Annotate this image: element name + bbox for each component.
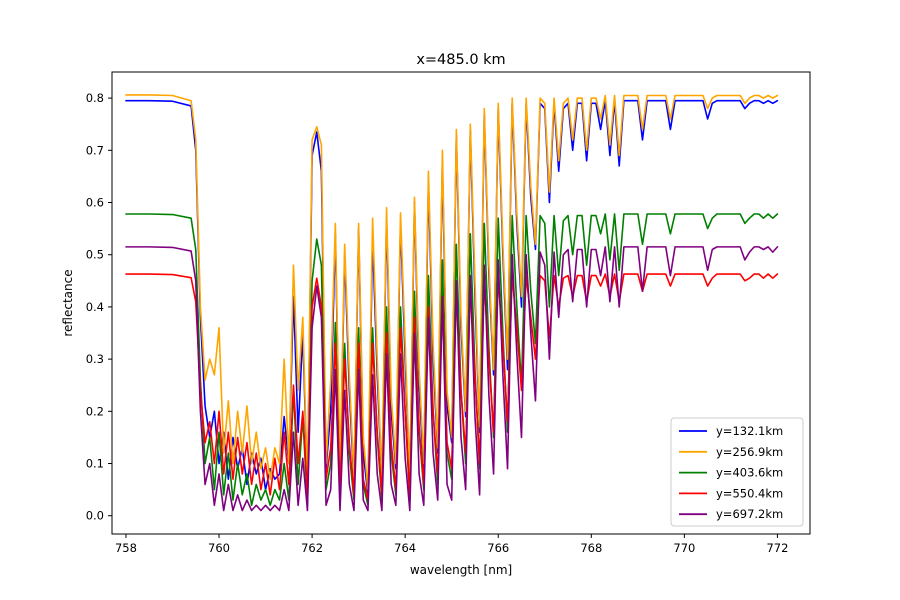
x-tick-label: 764 bbox=[394, 541, 416, 555]
legend-label-4: y=550.4km bbox=[716, 486, 783, 500]
y-tick-label: 0.1 bbox=[86, 457, 104, 471]
x-tick-label: 766 bbox=[487, 541, 509, 555]
x-axis-ticks: 758 760 762 764 766 768 770 772 bbox=[115, 534, 788, 555]
series-line-5 bbox=[125, 246, 779, 512]
y-tick-label: 0.0 bbox=[86, 509, 104, 523]
legend-label-2: y=256.9km bbox=[716, 445, 783, 459]
x-tick-label: 772 bbox=[766, 541, 788, 555]
series-line-2 bbox=[125, 94, 779, 491]
x-tick-label: 758 bbox=[115, 541, 137, 555]
y-tick-label: 0.4 bbox=[86, 300, 104, 314]
legend-label-1: y=132.1km bbox=[716, 424, 783, 438]
axes-frame bbox=[111, 71, 811, 535]
legend-label-5: y=697.2km bbox=[716, 507, 783, 521]
series-line-4 bbox=[125, 273, 779, 501]
x-tick-label: 760 bbox=[208, 541, 230, 555]
y-axis-ticks: 0.0 0.1 0.2 0.3 0.4 0.5 0.6 0.7 0.8 bbox=[86, 91, 112, 523]
y-tick-label: 0.2 bbox=[86, 404, 104, 418]
legend-items: y=132.1km y=256.9km y=403.6km y=550.4km y=69… bbox=[679, 424, 783, 521]
x-axis-label: wavelength [nm] bbox=[410, 563, 512, 577]
y-tick-label: 0.7 bbox=[86, 143, 104, 157]
y-tick-label: 0.6 bbox=[86, 196, 104, 210]
y-tick-label: 0.8 bbox=[86, 91, 104, 105]
legend: y=132.1km y=256.9km y=403.6km y=550.4km y=69… bbox=[670, 417, 804, 527]
series-lines bbox=[125, 94, 779, 512]
y-axis-label: reflectance bbox=[61, 269, 75, 336]
x-tick-label: 768 bbox=[580, 541, 602, 555]
x-tick-label: 770 bbox=[673, 541, 695, 555]
y-tick-label: 0.3 bbox=[86, 352, 104, 366]
legend-box bbox=[670, 417, 804, 527]
legend-label-3: y=403.6km bbox=[716, 466, 783, 480]
y-tick-label: 0.5 bbox=[86, 248, 104, 262]
x-tick-label: 762 bbox=[301, 541, 323, 555]
chart-title: x=485.0 km bbox=[416, 52, 505, 68]
